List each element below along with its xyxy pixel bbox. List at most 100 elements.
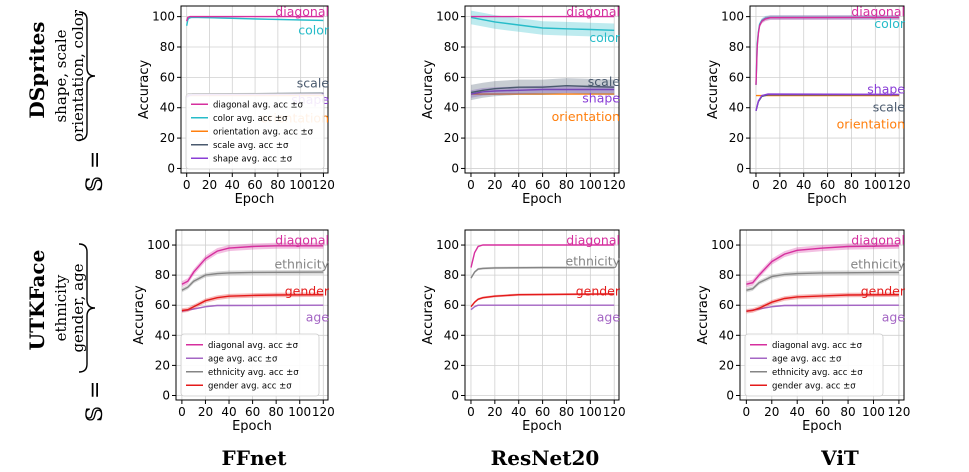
plot-frame (739, 229, 905, 401)
series-line-age (470, 304, 615, 311)
x-tick-label: 0 (467, 178, 475, 192)
series-label-ethnicity: ethnicity (850, 257, 905, 272)
series-band-ethnicity (746, 270, 899, 293)
y-tick-label: 60 (444, 298, 459, 312)
set-line1-utkface: ethnicity (52, 274, 70, 341)
x-axis-label: Epoch (235, 192, 275, 207)
y-tick-label: 80 (729, 40, 744, 54)
y-axis-label: Accuracy (696, 285, 711, 345)
x-tick-label: 0 (183, 178, 191, 192)
series-line-shape (755, 93, 900, 111)
y-tick-label: 80 (719, 268, 734, 282)
y-tick-label: 80 (155, 268, 170, 282)
chart-utkface-ffnet: 0 20 40 60 80 100 120020406080100EpochAccuracy… (132, 229, 335, 434)
series-label-orientation: orientation (552, 109, 620, 124)
x-tick-label: 120 (888, 178, 911, 192)
y-tick-label: 60 (729, 70, 744, 84)
chart-dsprites-vit: 0 20 40 60 80 100 120020406080100EpochAccuracy… (706, 4, 911, 207)
set-line1-dsprites: shape, scale (52, 29, 70, 122)
series-label-shape: shape (867, 82, 905, 97)
x-tick-label: 40 (221, 405, 236, 419)
x-tick-label: 40 (511, 178, 526, 192)
chart-dsprites-resnet20: 0 20 40 60 80 100 120020406080100EpochAccuracy… (421, 4, 626, 207)
series-label-scale: scale (588, 74, 621, 89)
series-line-ethnicity (746, 271, 899, 291)
y-tick-label: 60 (160, 70, 175, 84)
y-tick-label: 100 (436, 10, 459, 24)
series-line-gender (470, 293, 615, 308)
series-label-color: color (589, 30, 621, 45)
x-tick-label: 60 (245, 405, 260, 419)
series-label-orientation: orientation (837, 116, 905, 131)
series-label-diagonal: diagonal (275, 4, 329, 19)
series-label-diagonal: diagonal (566, 233, 620, 248)
x-tick-label: 100 (579, 405, 602, 419)
plot-frame (464, 5, 620, 174)
series-label-gender: gender (285, 284, 330, 299)
series-band-shape (471, 85, 615, 98)
x-axis-label: Epoch (232, 419, 272, 434)
x-axis-label: Epoch (522, 419, 562, 434)
set-symbol-utkface: 𝕊 = (83, 381, 108, 422)
x-tick-label: 20 (764, 405, 779, 419)
plot-frame (175, 229, 329, 401)
legend-entry-scale: scale avg. acc ±σ (213, 141, 289, 151)
set-line2-utkface: gender, age (69, 263, 87, 352)
set-line2-dsprites: orientation, color (69, 9, 87, 142)
series-line-diagonal (186, 15, 324, 22)
y-tick-label: 0 (162, 388, 170, 402)
y-tick-label: 60 (155, 298, 170, 312)
x-tick-label: 0 (752, 178, 760, 192)
series-line-diagonal (746, 245, 899, 285)
y-tick-label: 60 (719, 298, 734, 312)
x-tick-label: 20 (772, 178, 787, 192)
series-label-diagonal: diagonal (275, 233, 329, 248)
x-tick-label: 100 (288, 405, 311, 419)
legend-entry-age: age avg. acc ±σ (772, 354, 842, 364)
x-tick-label: 100 (864, 178, 887, 192)
series-band-gender (746, 292, 899, 314)
legend-entry-diagonal: diagonal avg. acc ±σ (208, 341, 299, 351)
x-tick-label: 100 (862, 405, 885, 419)
y-axis-label: Accuracy (421, 285, 436, 345)
series-label-diagonal: diagonal (851, 4, 905, 19)
series-line-age (181, 304, 324, 312)
column-title-resnet20: ResNet20 (491, 446, 600, 470)
plot-frame (464, 229, 620, 401)
x-tick-label: 120 (312, 405, 335, 419)
series-label-gender: gender (861, 284, 906, 299)
y-axis-label: Accuracy (132, 285, 147, 345)
series-band-gender (471, 292, 615, 308)
series-label-scale: scale (873, 100, 906, 115)
series-label-age: age (306, 309, 330, 324)
x-tick-label: 60 (247, 178, 262, 192)
x-axis-label: Epoch (807, 192, 847, 207)
y-tick-label: 40 (160, 101, 175, 115)
y-tick-label: 100 (152, 10, 175, 24)
y-tick-label: 0 (451, 161, 459, 175)
y-tick-label: 40 (444, 328, 459, 342)
y-tick-label: 0 (167, 161, 175, 175)
plots: 0 20 40 60 80 100 120020406080100EpochAccuracy… (132, 4, 911, 434)
chart-utkface-vit: 0 20 40 60 80 100 120020406080100EpochAccuracy… (696, 229, 910, 434)
x-tick-label: 120 (603, 405, 626, 419)
legend-box (744, 333, 884, 397)
x-tick-label: 80 (559, 405, 574, 419)
legend-entry-gender: gender avg. acc ±σ (772, 381, 856, 391)
plot-frame (749, 5, 905, 174)
series-band-ethnicity (181, 269, 324, 293)
y-axis-label: Accuracy (137, 60, 152, 120)
y-tick-label: 100 (436, 238, 459, 252)
series-line-color (186, 16, 324, 26)
brace-utkface (78, 243, 96, 373)
legend-entry-diagonal: diagonal avg. acc ±σ (213, 100, 304, 110)
x-tick-label: 0 (743, 405, 751, 419)
x-tick-label: 60 (535, 178, 550, 192)
y-tick-label: 100 (711, 238, 734, 252)
x-tick-label: 0 (467, 405, 475, 419)
chart-utkface-resnet20: 0 20 40 60 80 100 120020406080100EpochAccuracy… (421, 229, 626, 434)
series-label-gender: gender (576, 284, 621, 299)
y-tick-label: 0 (736, 161, 744, 175)
brace-dsprites (78, 11, 96, 141)
series-label-diagonal: diagonal (851, 233, 905, 248)
